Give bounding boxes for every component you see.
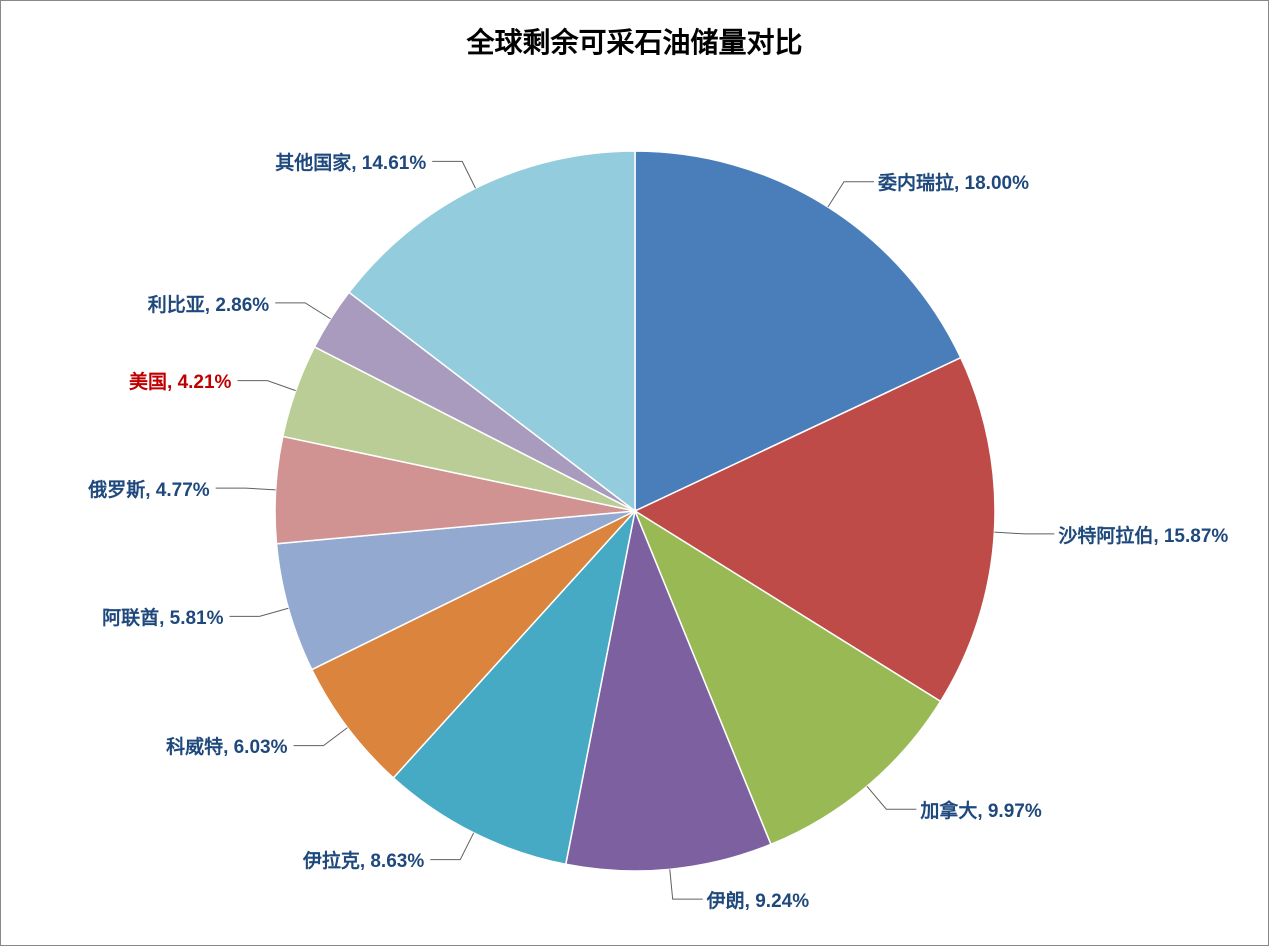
slice-label: 俄罗斯, 4.77%: [88, 475, 209, 502]
slice-label: 其他国家, 14.61%: [275, 148, 426, 175]
slice-label: 加拿大, 9.97%: [920, 796, 1041, 823]
slice-label: 利比亚, 2.86%: [148, 290, 269, 317]
slice-label: 伊朗, 9.24%: [707, 886, 809, 913]
slice-label: 美国, 4.21%: [129, 367, 231, 394]
slice-label: 阿联酋, 5.81%: [102, 603, 223, 630]
slice-label: 伊拉克, 8.63%: [303, 846, 424, 873]
slice-label: 沙特阿拉伯, 15.87%: [1058, 521, 1228, 548]
slice-label: 委内瑞拉, 18.00%: [878, 168, 1029, 195]
slice-label: 科威特, 6.03%: [166, 732, 287, 759]
pie-chart-container: 全球剩余可采石油储量对比 委内瑞拉, 18.00%沙特阿拉伯, 15.87%加拿…: [1, 1, 1268, 945]
